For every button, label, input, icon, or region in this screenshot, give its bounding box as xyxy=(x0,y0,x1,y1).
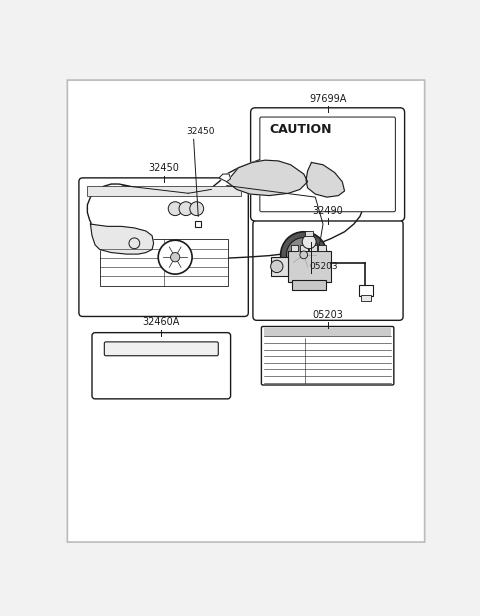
Bar xyxy=(359,285,373,296)
Circle shape xyxy=(287,238,321,272)
Bar xyxy=(288,251,331,282)
Text: 32490: 32490 xyxy=(312,206,343,216)
Circle shape xyxy=(179,201,193,216)
Text: 32450: 32450 xyxy=(187,127,215,136)
Bar xyxy=(264,328,391,337)
FancyBboxPatch shape xyxy=(253,220,403,320)
Text: 32450: 32450 xyxy=(148,163,179,173)
Circle shape xyxy=(168,201,182,216)
Bar xyxy=(100,240,228,286)
Circle shape xyxy=(129,238,140,249)
Text: 05203: 05203 xyxy=(312,310,343,320)
FancyBboxPatch shape xyxy=(262,326,394,385)
Text: 32460A: 32460A xyxy=(143,317,180,327)
Polygon shape xyxy=(219,174,230,182)
FancyBboxPatch shape xyxy=(67,80,425,542)
Bar xyxy=(86,185,240,195)
Bar xyxy=(318,245,326,251)
Text: 05203: 05203 xyxy=(309,262,338,271)
FancyBboxPatch shape xyxy=(104,342,218,356)
Bar xyxy=(300,245,308,251)
Bar xyxy=(195,221,201,227)
FancyBboxPatch shape xyxy=(92,333,230,399)
Circle shape xyxy=(271,260,283,272)
Bar xyxy=(292,280,326,290)
Bar xyxy=(291,245,299,251)
Circle shape xyxy=(302,235,316,249)
Text: CAUTION: CAUTION xyxy=(269,123,332,136)
Circle shape xyxy=(190,201,204,216)
FancyBboxPatch shape xyxy=(79,178,248,317)
Bar xyxy=(305,231,313,235)
Circle shape xyxy=(158,240,192,274)
Bar xyxy=(309,245,317,251)
Circle shape xyxy=(300,251,308,259)
FancyBboxPatch shape xyxy=(260,117,396,212)
Polygon shape xyxy=(87,157,363,260)
Polygon shape xyxy=(306,163,345,197)
Bar xyxy=(361,295,371,301)
Text: 97699A: 97699A xyxy=(309,94,346,104)
Circle shape xyxy=(170,253,180,262)
Polygon shape xyxy=(90,224,154,254)
Polygon shape xyxy=(227,160,308,195)
FancyBboxPatch shape xyxy=(251,108,405,221)
Circle shape xyxy=(281,232,327,278)
Bar xyxy=(271,257,288,275)
